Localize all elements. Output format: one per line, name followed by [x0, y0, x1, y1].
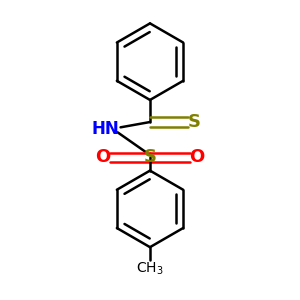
Text: CH$_3$: CH$_3$ — [136, 261, 164, 278]
Text: S: S — [188, 113, 201, 131]
Text: O: O — [95, 148, 110, 166]
Text: O: O — [190, 148, 205, 166]
Text: HN: HN — [92, 120, 120, 138]
Text: S: S — [143, 148, 157, 166]
